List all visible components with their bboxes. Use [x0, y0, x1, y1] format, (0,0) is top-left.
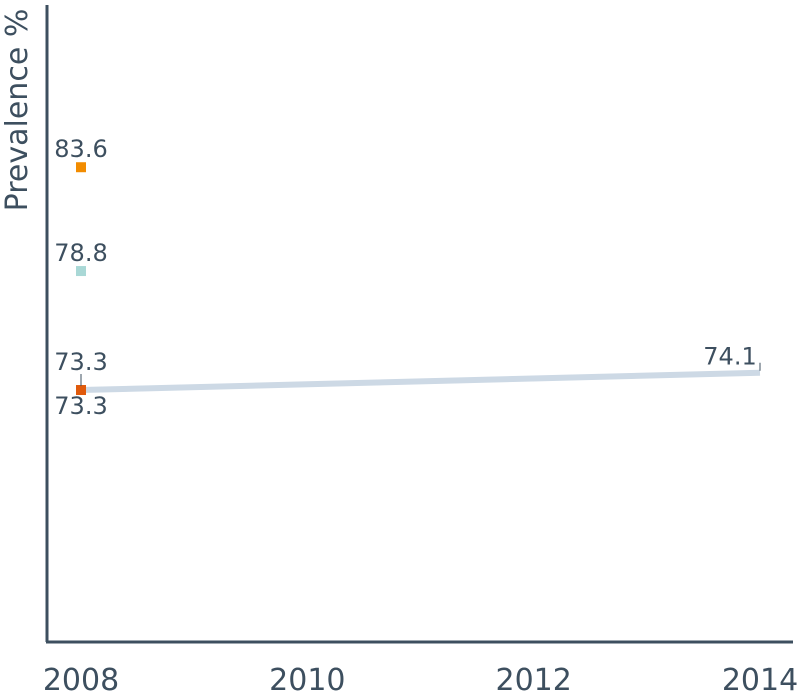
plot-data-labels: 73.3 74.1 83.6 78.8 73.3 [54, 135, 761, 420]
series-3-marker-0 [76, 385, 86, 396]
series-1-data-label-0: 83.6 [54, 135, 107, 163]
x-tick-label-2012: 2012 [495, 663, 571, 698]
x-tick-label-2014: 2014 [722, 663, 798, 698]
x-tick-label-2010: 2010 [269, 663, 345, 698]
series-line-0 [80, 369, 761, 394]
x-tick-label-2008: 2008 [43, 663, 119, 698]
series-2-data-label-0: 78.8 [54, 239, 107, 267]
series-2-marker-0 [76, 266, 86, 277]
series-1-marker-0 [76, 162, 86, 173]
plot-series [76, 162, 761, 396]
series-0-data-label-1: 74.1 [703, 343, 756, 371]
x-tick-labels: 2008 2010 2012 2014 [43, 663, 798, 698]
series-3-data-label-0: 73.3 [54, 348, 107, 376]
y-axis-title: Prevalence % [0, 9, 35, 212]
series-0-data-label-0: 73.3 [54, 392, 107, 420]
